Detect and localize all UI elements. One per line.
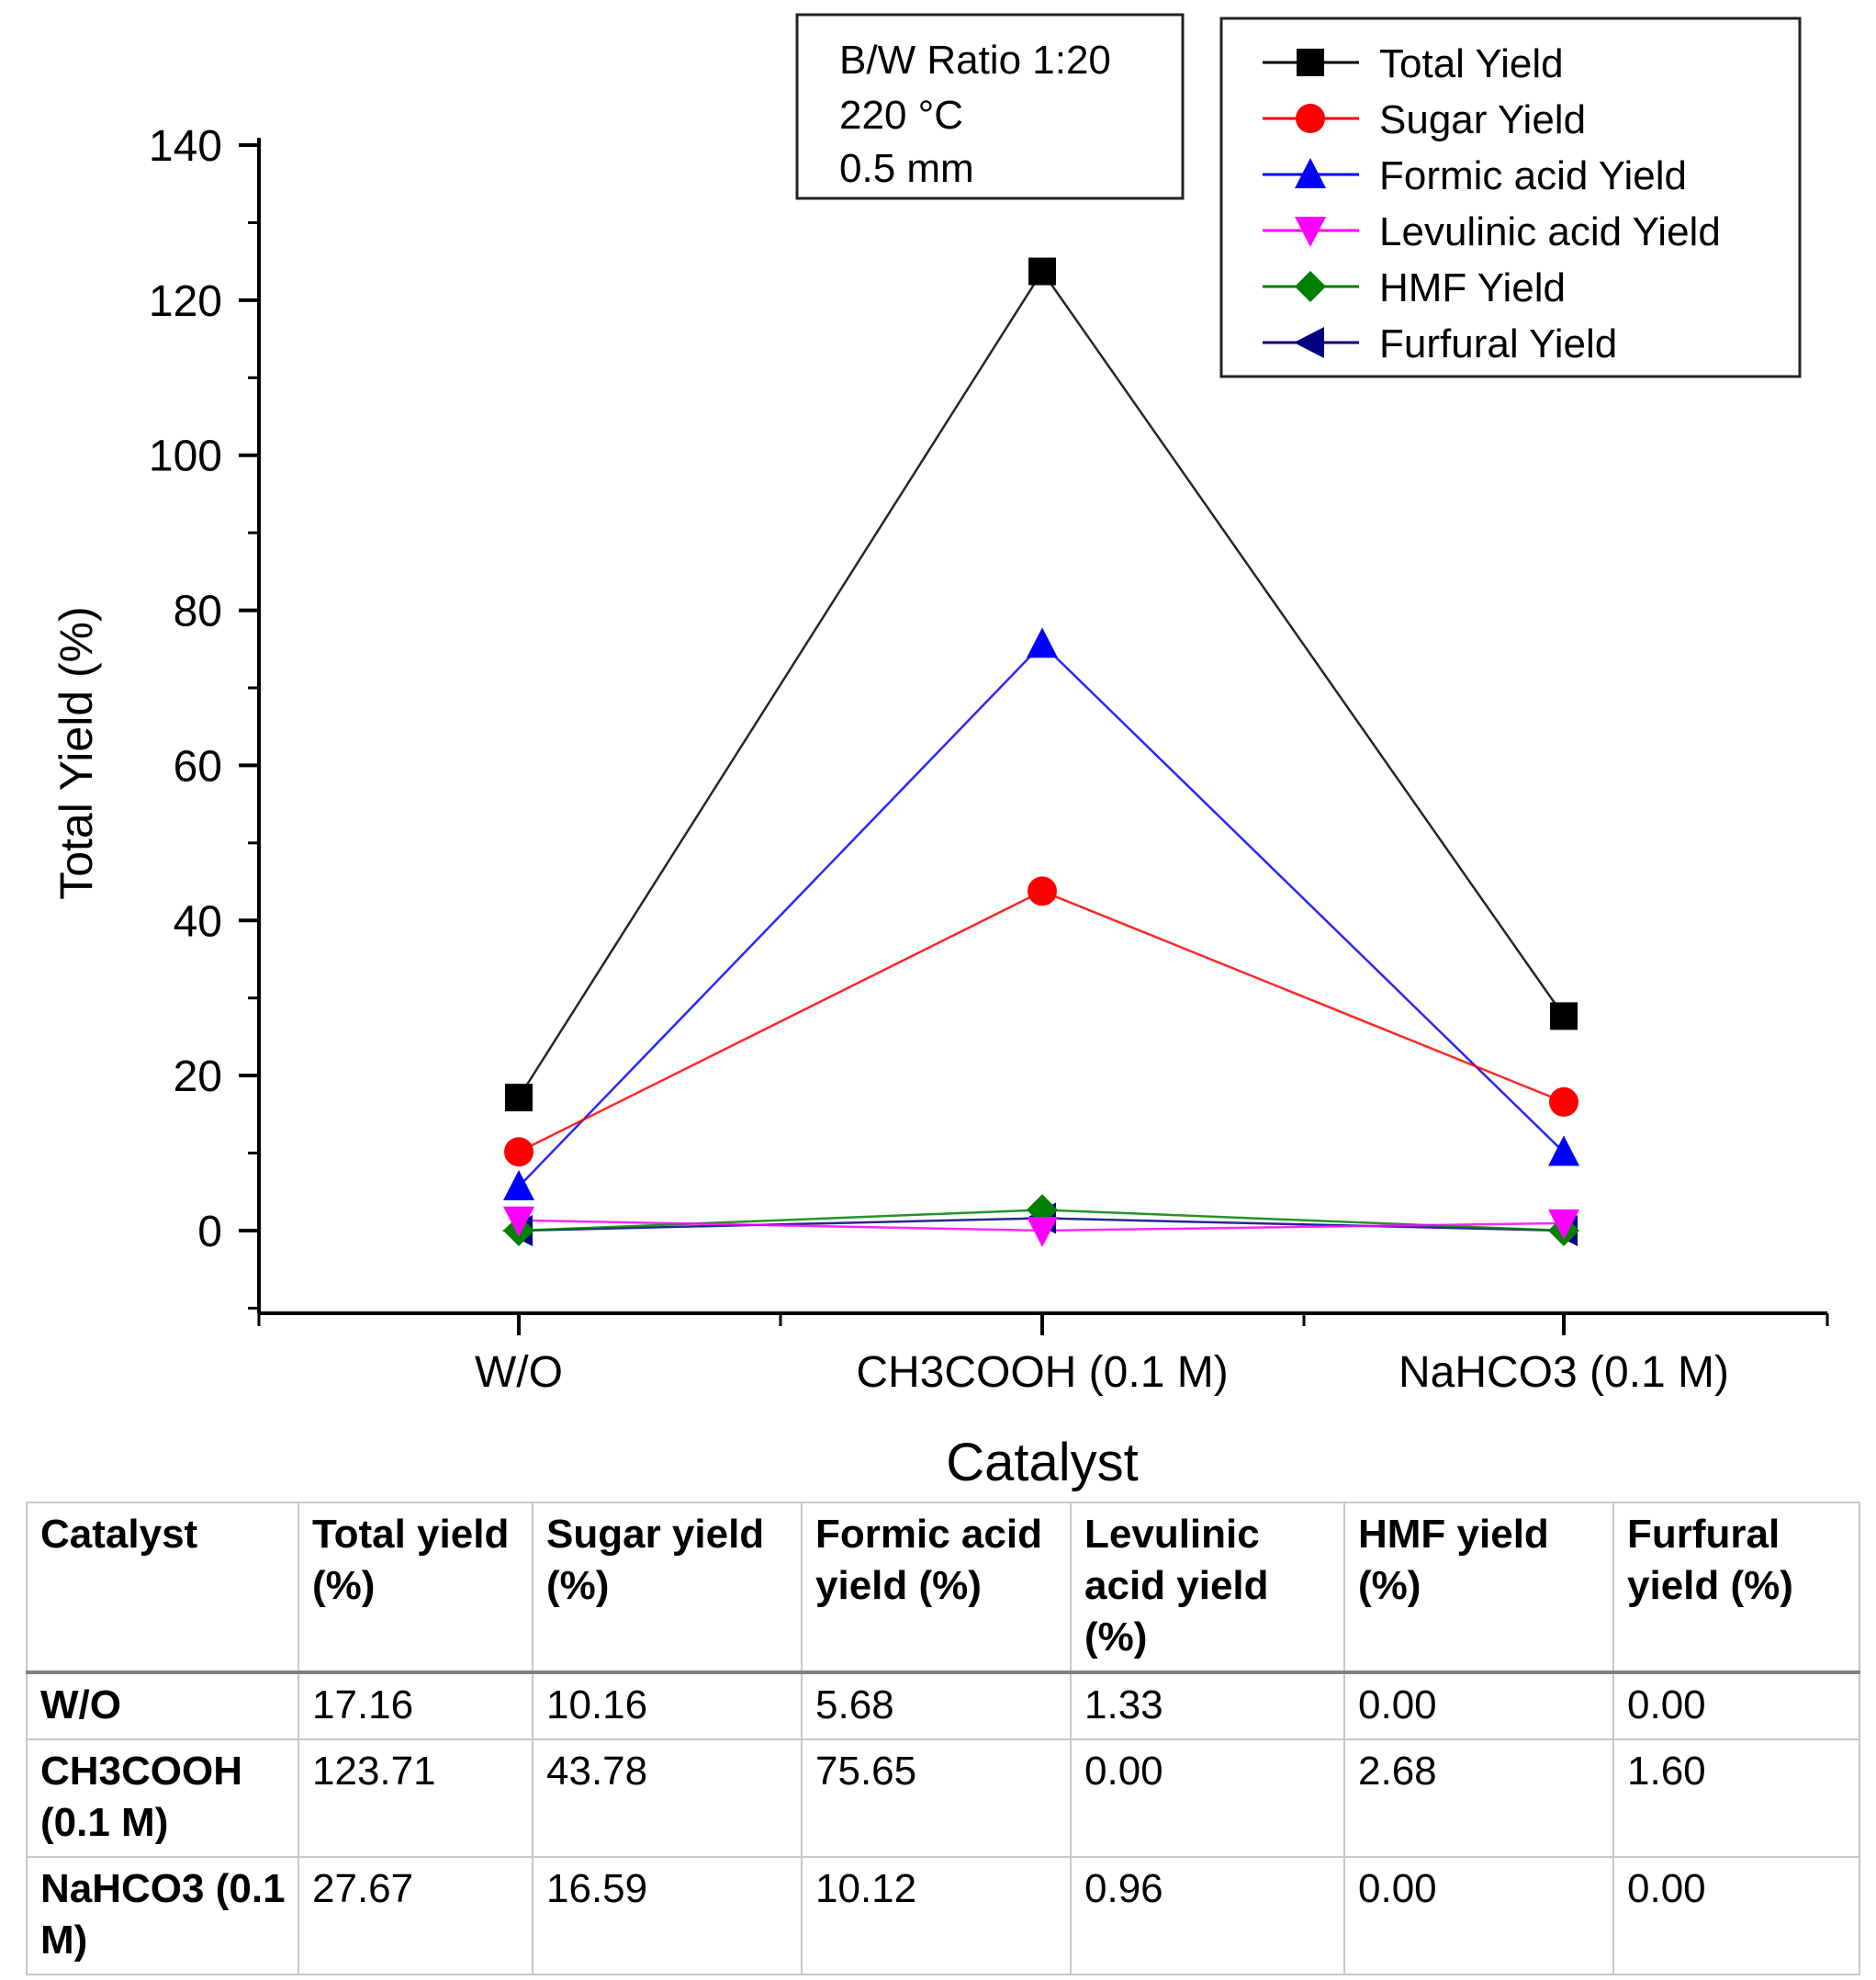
legend-hmf-yield-marker: [1295, 271, 1326, 302]
levulinic-acid-yield-point: [1027, 1217, 1058, 1247]
legend-furfural-yield-marker: [1294, 327, 1324, 358]
table-row: CH3COOH (0.1 M) 123.71 43.78 75.65 0.00 …: [26, 1738, 1860, 1858]
y-tick-label: 40: [174, 897, 222, 946]
legend-sugar-yield-marker: [1296, 104, 1325, 133]
total-yield-point: [1550, 1002, 1578, 1030]
table-row: NaHCO3 (0.1 M) 27.67 16.59 10.12 0.96 0.…: [26, 1856, 1860, 1975]
x-tick-label: CH3COOH (0.1 M): [856, 1348, 1228, 1397]
table-cell: 0.00: [1612, 1671, 1860, 1740]
header-total-yield: Total yield (%): [298, 1502, 534, 1674]
table-cell: 2.68: [1343, 1738, 1614, 1858]
table-cell: 16.59: [532, 1856, 803, 1975]
y-tick-label: 120: [149, 277, 222, 326]
annotation-temperature: 220 °C: [839, 93, 963, 138]
levulinic-acid-yield-point: [1548, 1209, 1579, 1240]
table-cell: 0.00: [1612, 1856, 1860, 1975]
table-cell: CH3COOH (0.1 M): [26, 1738, 299, 1858]
x-tick-label: NaHCO3 (0.1 M): [1399, 1348, 1729, 1397]
formic-acid-yield-point: [1027, 627, 1058, 658]
total-yield-point: [1028, 257, 1056, 286]
y-tick-label: 80: [174, 588, 222, 636]
formic-acid-yield-point: [1548, 1135, 1579, 1166]
table-cell: 43.78: [532, 1738, 803, 1858]
y-axis-label: Total Yield (%): [51, 606, 102, 900]
annotation-frame: [795, 13, 1185, 200]
header-catalyst: Catalyst: [26, 1502, 299, 1674]
sugar-yield-line: [518, 890, 1565, 1153]
y-tick-label: 100: [149, 433, 222, 481]
table-row: W/O 17.16 10.16 5.68 1.33 0.00 0.00: [26, 1671, 1860, 1740]
sugar-yield-point: [1549, 1086, 1578, 1117]
legend-formic-acid-yield-marker: [1295, 158, 1326, 188]
series-markers: [502, 257, 1579, 1247]
legend-total-yield-label: Total Yield: [1379, 41, 1564, 86]
sugar-yield-point: [504, 1137, 534, 1167]
legend: Total Yield Sugar Yield Formic acid Yield L…: [1219, 17, 1802, 378]
table-cell: 10.12: [801, 1856, 1072, 1975]
y-tick-label: 0: [197, 1208, 222, 1256]
series-lines: [517, 269, 1566, 1232]
table-cell: 10.16: [532, 1671, 803, 1740]
y-ticks: 0 20 40 60 80 100 120 140 W/O CH3COOH (0.1 M) NaHC…: [149, 122, 1829, 1397]
total-yield-point: [505, 1084, 533, 1112]
table-cell: 27.67: [298, 1856, 534, 1975]
condition-annotation: B/W Ratio 1:20 220 °C 0.5 mm: [795, 13, 1185, 200]
table-cell: 1.33: [1070, 1671, 1345, 1740]
legend-hmf-yield-label: HMF Yield: [1379, 265, 1566, 310]
formic-acid-yield-point: [503, 1170, 534, 1201]
total-yield-line: [517, 269, 1566, 1098]
table-cell: 0.00: [1070, 1738, 1345, 1858]
y-tick-label: 140: [149, 122, 222, 171]
annotation-size: 0.5 mm: [839, 146, 974, 191]
table-cell: 5.68: [801, 1671, 1072, 1740]
annotation-ratio: B/W Ratio 1:20: [839, 38, 1111, 83]
table-cell: 17.16: [298, 1671, 534, 1740]
legend-sugar-yield-label: Sugar Yield: [1379, 97, 1586, 142]
legend-levulinic-acid-yield-label: Levulinic acid Yield: [1379, 209, 1721, 254]
y-tick-label: 20: [174, 1052, 222, 1101]
x-axis-label: Catalyst: [946, 1433, 1139, 1492]
legend-levulinic-acid-yield-marker: [1295, 217, 1326, 247]
sugar-yield-point: [1028, 876, 1057, 906]
y-tick-label: 60: [174, 742, 222, 791]
legend-total-yield-marker: [1297, 49, 1324, 76]
header-hmf-yield: HMF yield (%): [1343, 1502, 1614, 1674]
table-cell: 0.00: [1343, 1856, 1614, 1975]
x-tick-label: W/O: [475, 1348, 563, 1397]
table-cell: 0.96: [1070, 1856, 1345, 1975]
header-formic-yield: Formic acid yield (%): [801, 1502, 1072, 1674]
legend-frame: [1219, 17, 1802, 378]
table-cell: 123.71: [298, 1738, 534, 1858]
header-sugar-yield: Sugar yield (%): [532, 1502, 803, 1674]
yield-line-chart: 0 20 40 60 80 100 120 140 W/O CH3COOH (0.1 M) NaHC…: [51, 13, 1829, 1492]
table-cell: 75.65: [801, 1738, 1072, 1858]
table-cell: 1.60: [1612, 1738, 1860, 1858]
formic-acid-yield-line: [518, 642, 1565, 1187]
header-furfural-yield: Furfural yield (%): [1612, 1502, 1860, 1674]
legend-formic-acid-yield-label: Formic acid Yield: [1379, 153, 1687, 198]
levulinic-acid-yield-point: [503, 1206, 534, 1237]
yield-data-table: Catalyst Total yield (%) Sugar yield (%)…: [26, 1502, 1860, 1975]
legend-furfural-yield-label: Furfural Yield: [1379, 321, 1617, 366]
table-cell: 0.00: [1343, 1671, 1614, 1740]
table-cell: NaHCO3 (0.1 M): [26, 1856, 299, 1975]
header-levulinic-yield: Levulinic acid yield (%): [1070, 1502, 1345, 1674]
table-cell: W/O: [26, 1671, 299, 1740]
table-header-row: Catalyst Total yield (%) Sugar yield (%)…: [26, 1502, 1860, 1674]
